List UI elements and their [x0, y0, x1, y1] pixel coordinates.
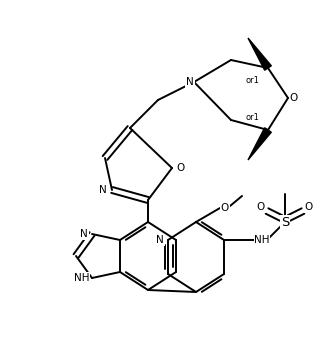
Text: N: N: [80, 229, 88, 239]
Text: NH: NH: [254, 235, 270, 245]
Text: NH: NH: [74, 273, 90, 283]
Text: N: N: [186, 77, 194, 87]
Text: O: O: [257, 202, 265, 212]
Text: O: O: [305, 202, 313, 212]
Text: S: S: [281, 215, 289, 228]
Text: or1: or1: [245, 112, 259, 121]
Text: O: O: [290, 93, 298, 103]
Polygon shape: [248, 128, 271, 160]
Text: O: O: [177, 163, 185, 173]
Text: N: N: [99, 185, 107, 195]
Text: or1: or1: [245, 75, 259, 85]
Text: N: N: [156, 235, 164, 245]
Text: O: O: [221, 203, 229, 213]
Polygon shape: [248, 38, 271, 70]
